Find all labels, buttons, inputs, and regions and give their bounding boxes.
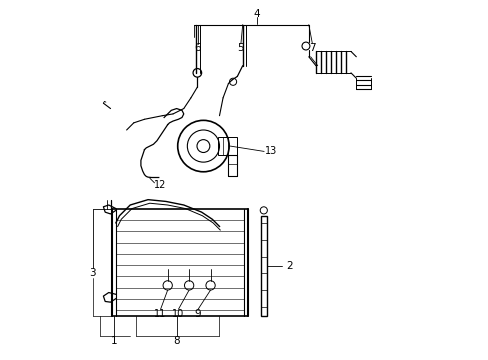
Text: 13: 13: [264, 147, 277, 157]
Text: 5: 5: [237, 43, 244, 53]
Text: 1: 1: [111, 337, 117, 346]
Circle shape: [197, 140, 209, 153]
Text: 3: 3: [89, 268, 96, 278]
Bar: [217, 137, 237, 155]
Text: 4: 4: [253, 9, 260, 19]
Text: 11: 11: [154, 309, 166, 319]
Text: 6: 6: [194, 43, 201, 53]
Bar: [260, 216, 266, 316]
Text: 12: 12: [154, 180, 166, 190]
Circle shape: [302, 42, 309, 50]
Text: 7: 7: [308, 43, 315, 53]
Text: 8: 8: [173, 337, 180, 346]
Text: 10: 10: [172, 309, 184, 319]
Text: 2: 2: [285, 261, 292, 271]
Text: 9: 9: [194, 309, 201, 319]
